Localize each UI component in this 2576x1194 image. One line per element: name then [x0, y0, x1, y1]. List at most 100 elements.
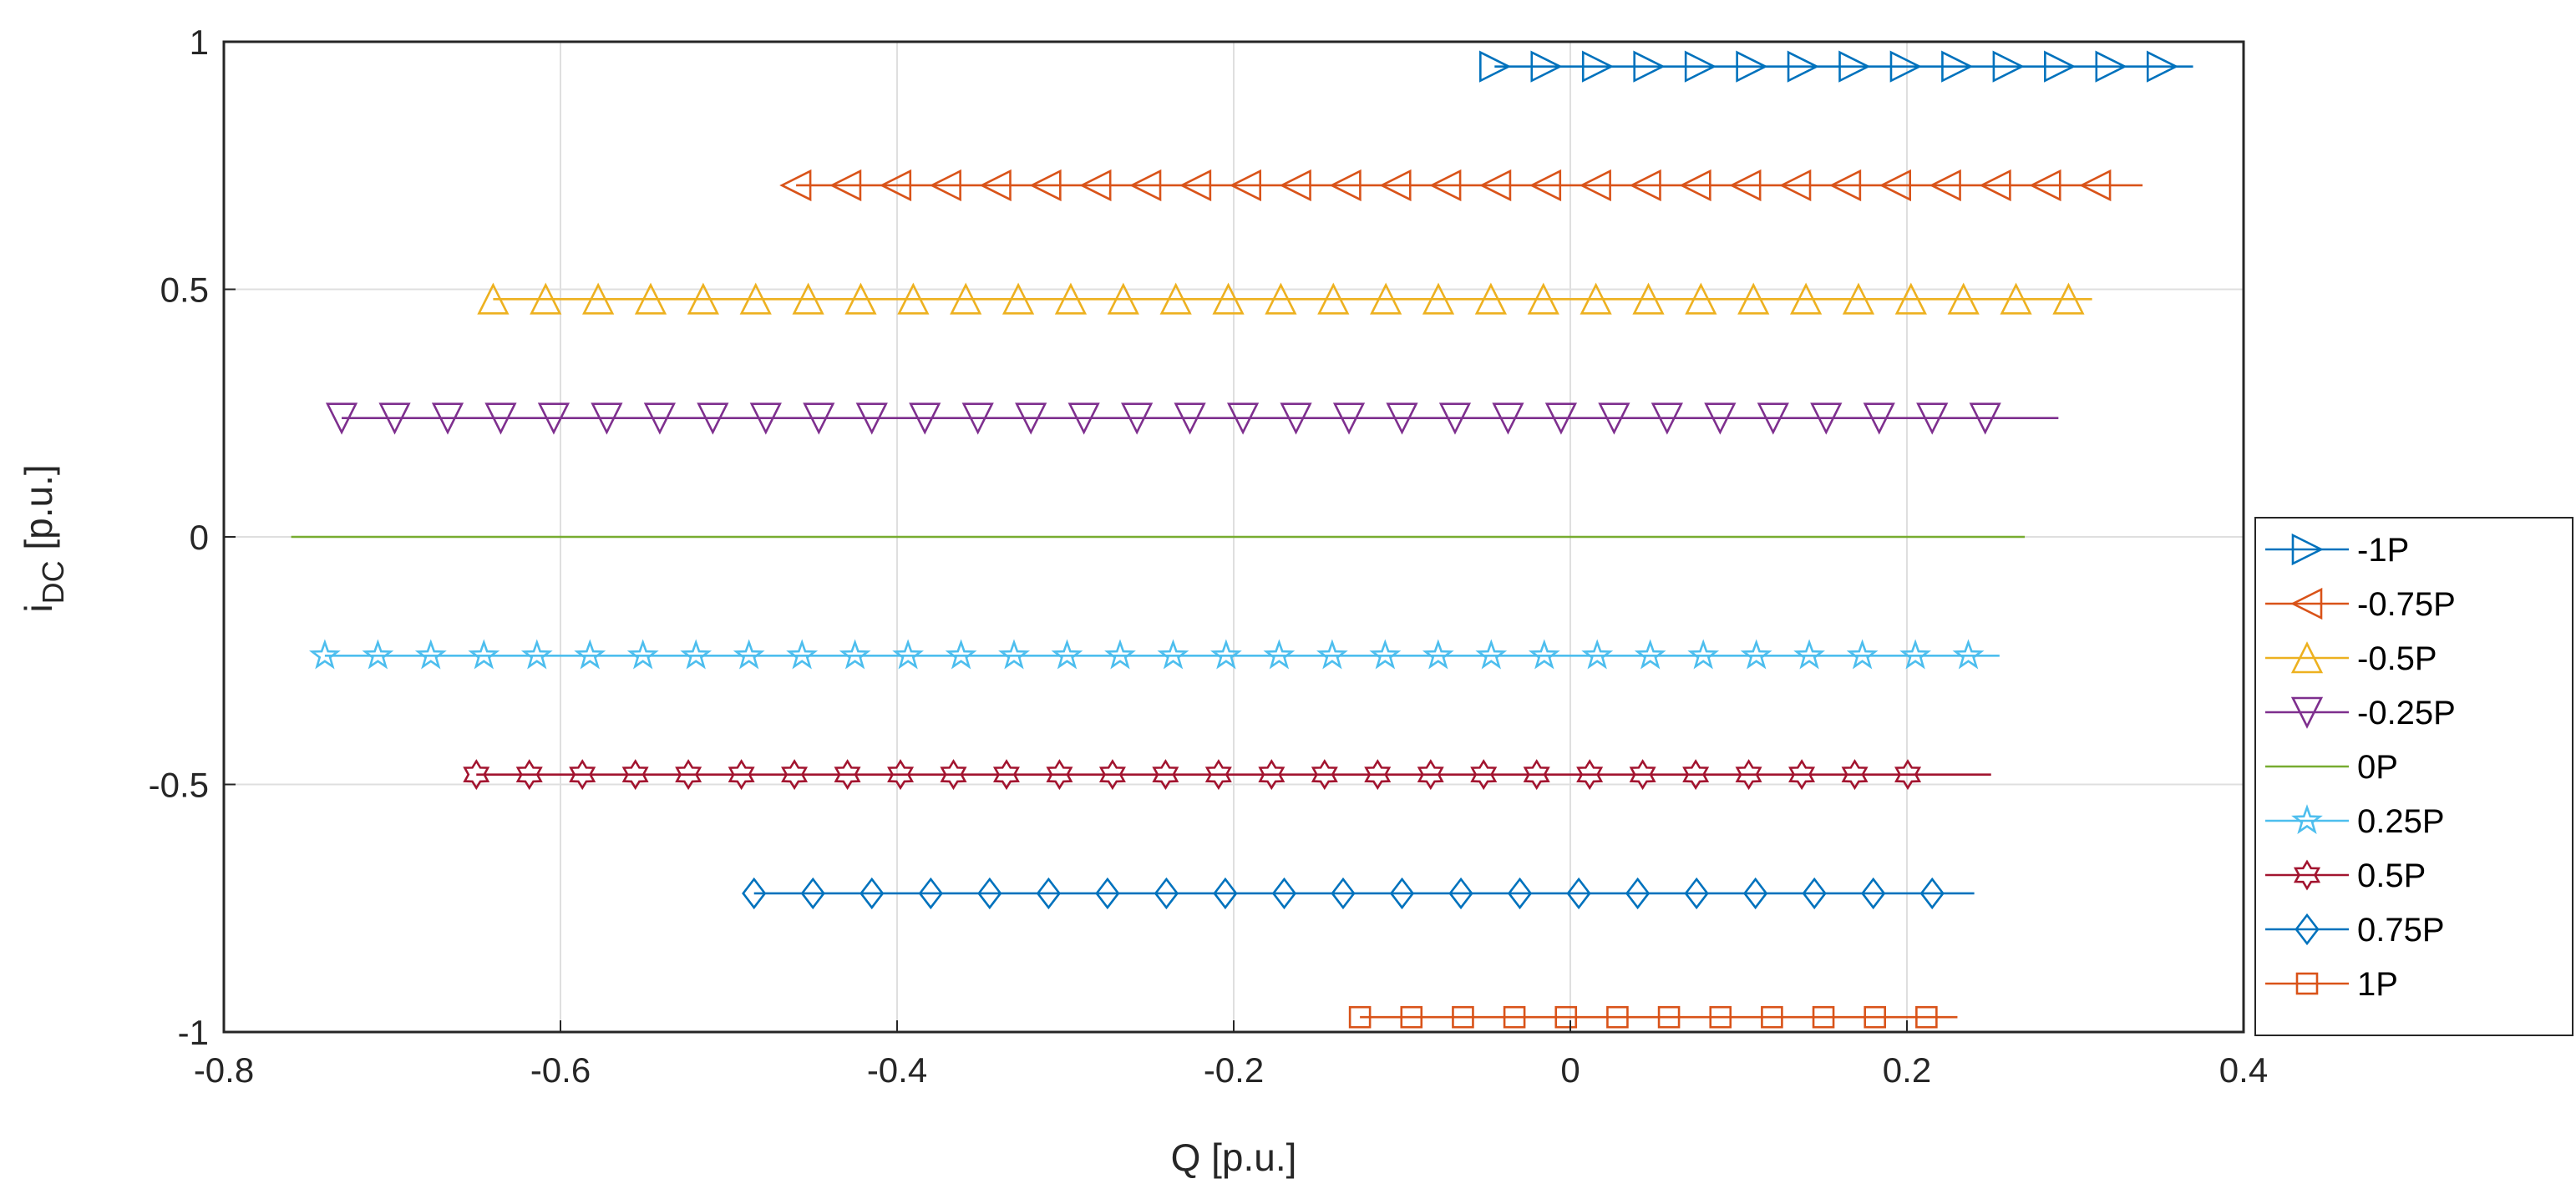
- data-point-marker: [1475, 639, 1508, 670]
- data-point-marker: [1579, 169, 1611, 202]
- data-point-marker: [1842, 282, 1875, 315]
- data-point-marker: [739, 282, 772, 315]
- data-point-marker: [1915, 1005, 1938, 1029]
- data-point-marker: [1400, 1005, 1423, 1029]
- data-point-marker: [378, 402, 411, 435]
- data-point-marker: [626, 639, 659, 670]
- data-point-marker: [1479, 169, 1512, 202]
- x-tick-label: 0: [1560, 1050, 1580, 1090]
- data-point-marker: [1036, 877, 1061, 910]
- x-tick-label: 0.2: [1883, 1050, 1931, 1090]
- data-point-marker: [929, 169, 961, 202]
- x-tick-label: -0.4: [867, 1050, 927, 1090]
- data-point-marker: [1046, 759, 1073, 791]
- x-tick-label: -0.2: [1204, 1050, 1264, 1090]
- data-point-marker: [2052, 282, 2085, 315]
- data-point-marker: [1544, 402, 1578, 435]
- data-point-marker: [855, 402, 888, 435]
- data-point-marker: [1438, 402, 1472, 435]
- data-point-marker: [1787, 50, 1819, 83]
- data-point-marker: [1740, 639, 1772, 670]
- data-point-marker: [468, 639, 500, 670]
- legend-item--0.25P: -0.25P: [2265, 695, 2456, 731]
- legend-item-0.5P: 0.5P: [2265, 858, 2426, 894]
- data-point-marker: [1863, 402, 1895, 435]
- data-point-marker: [1527, 282, 1559, 315]
- data-point-marker: [1633, 50, 1666, 83]
- data-point-marker: [844, 282, 877, 315]
- data-point-marker: [1879, 169, 1912, 202]
- data-point-marker: [1503, 1005, 1526, 1029]
- legend-item-0P: 0P: [2265, 749, 2398, 786]
- data-point-marker: [1979, 169, 2011, 202]
- data-point-marker: [1229, 169, 1262, 202]
- legend-label: 0P: [2357, 749, 2398, 786]
- legend-marker: [2290, 641, 2324, 674]
- legend-marker: [2295, 972, 2319, 995]
- data-point-marker: [1154, 877, 1179, 910]
- data-point-marker: [1370, 282, 1402, 315]
- legend-label: 0.5P: [2357, 858, 2426, 894]
- data-point-marker: [1632, 282, 1665, 315]
- y-axis-title-main: i: [17, 604, 60, 612]
- data-point-marker: [1258, 759, 1285, 791]
- data-point-marker: [1684, 877, 1709, 910]
- data-point-marker: [1889, 50, 1922, 83]
- data-point-marker: [1067, 402, 1100, 435]
- y-tick-label: 0: [190, 518, 209, 557]
- y-axis-title-subscript: DC: [36, 560, 70, 604]
- data-point-marker: [1263, 639, 1296, 670]
- data-point-marker: [1129, 169, 1162, 202]
- y-tick-label: -0.5: [149, 766, 209, 805]
- legend-marker: [2290, 696, 2324, 729]
- data-point-marker: [1152, 759, 1179, 791]
- data-point-marker: [634, 282, 667, 315]
- legend-label: 0.75P: [2357, 912, 2445, 949]
- legend-label: -0.75P: [2357, 586, 2456, 623]
- data-point-marker: [1566, 877, 1591, 910]
- legend-item--0.75P: -0.75P: [2265, 586, 2456, 623]
- series--0.5P: [477, 282, 2092, 315]
- data-point-marker: [1317, 282, 1350, 315]
- data-point-marker: [1209, 639, 1242, 670]
- data-point-marker: [1810, 402, 1843, 435]
- data-point-marker: [792, 282, 824, 315]
- data-point-marker: [414, 639, 447, 670]
- data-point-marker: [1598, 402, 1630, 435]
- data-point-marker: [515, 759, 543, 791]
- data-point-marker: [582, 282, 615, 315]
- legend-item--0.5P: -0.5P: [2265, 640, 2437, 677]
- y-tick-label: -1: [178, 1013, 209, 1052]
- data-point-marker: [786, 639, 819, 670]
- data-point-marker: [1369, 639, 1402, 670]
- data-point-marker: [1554, 1005, 1578, 1029]
- data-point-marker: [1679, 169, 1711, 202]
- data-point-marker: [940, 759, 967, 791]
- data-point-marker: [1802, 877, 1827, 910]
- data-point-marker: [1704, 402, 1737, 435]
- data-point-marker: [591, 402, 623, 435]
- data-point-marker: [1331, 877, 1356, 910]
- data-point-marker: [1992, 50, 2025, 83]
- data-point-marker: [728, 759, 755, 791]
- data-point-marker: [834, 759, 861, 791]
- data-point-marker: [733, 639, 765, 670]
- data-point-marker: [909, 402, 941, 435]
- data-point-marker: [1159, 282, 1192, 315]
- data-point-marker: [1793, 639, 1826, 670]
- data-point-marker: [2000, 282, 2032, 315]
- series-0.5P: [463, 759, 1991, 791]
- x-tick-label: 0.4: [2219, 1050, 2268, 1090]
- data-point-marker: [1001, 282, 1035, 315]
- data-point-marker: [860, 877, 885, 910]
- data-point-marker: [537, 402, 570, 435]
- data-point-marker: [1625, 877, 1651, 910]
- data-point-marker: [839, 639, 871, 670]
- data-point-marker: [1311, 759, 1338, 791]
- data-point-marker: [1051, 639, 1083, 670]
- data-point-marker: [1916, 402, 1949, 435]
- data-point-marker: [1422, 282, 1455, 315]
- data-point-marker: [800, 877, 825, 910]
- data-point-marker: [325, 402, 358, 435]
